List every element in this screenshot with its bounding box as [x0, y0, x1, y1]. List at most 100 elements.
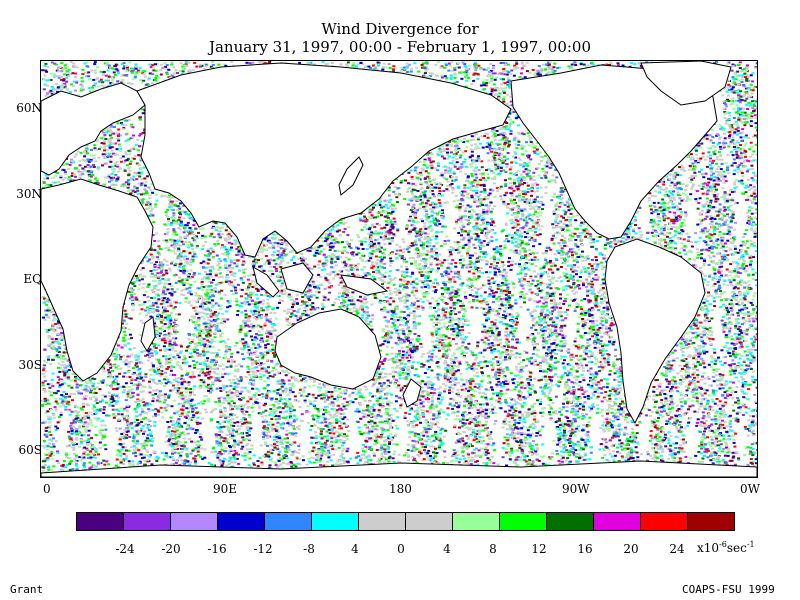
wind-divergence-sample [54, 440, 58, 443]
wind-divergence-sample [57, 76, 61, 79]
wind-divergence-sample [144, 439, 148, 442]
wind-divergence-sample [125, 415, 129, 418]
wind-divergence-sample [103, 463, 107, 466]
wind-divergence-sample [92, 164, 95, 167]
wind-divergence-sample [134, 383, 138, 386]
wind-divergence-sample [75, 437, 78, 440]
wind-divergence-sample [167, 427, 170, 430]
wind-divergence-sample [70, 446, 74, 449]
wind-divergence-sample [138, 419, 142, 422]
wind-divergence-sample [132, 134, 135, 137]
wind-divergence-sample [155, 351, 159, 354]
wind-divergence-sample [164, 239, 168, 242]
wind-divergence-sample [155, 303, 159, 306]
wind-divergence-sample [143, 75, 147, 78]
wind-divergence-sample [86, 404, 90, 407]
wind-divergence-sample [211, 61, 215, 63]
wind-divergence-sample [108, 186, 112, 189]
wind-divergence-sample [42, 388, 46, 391]
wind-divergence-sample [133, 451, 137, 454]
wind-divergence-sample [120, 346, 124, 349]
wind-divergence-sample [132, 146, 136, 149]
wind-divergence-sample [145, 190, 149, 193]
wind-divergence-sample [191, 237, 195, 240]
wind-divergence-sample [57, 70, 61, 73]
wind-divergence-sample [75, 414, 79, 417]
wind-divergence-sample [127, 361, 131, 364]
wind-divergence-sample [107, 463, 111, 466]
wind-divergence-sample [156, 318, 160, 321]
wind-divergence-sample [54, 400, 58, 403]
wind-divergence-sample [126, 355, 130, 358]
wind-divergence-sample [51, 358, 55, 361]
wind-divergence-sample [56, 381, 60, 384]
wind-divergence-sample [141, 397, 145, 400]
wind-divergence-sample [121, 128, 125, 131]
wind-divergence-sample [137, 182, 141, 185]
wind-divergence-sample [95, 140, 99, 143]
wind-divergence-sample [148, 380, 151, 383]
wind-divergence-sample [89, 398, 93, 401]
wind-divergence-sample [125, 185, 129, 188]
wind-divergence-sample [41, 373, 45, 376]
wind-divergence-sample [62, 404, 65, 407]
wind-divergence-sample [122, 463, 125, 465]
wind-divergence-sample [143, 350, 147, 352]
wind-divergence-sample [88, 461, 92, 464]
wind-divergence-sample [141, 267, 145, 270]
wind-divergence-sample [82, 424, 86, 426]
wind-divergence-sample [168, 340, 172, 343]
wind-divergence-sample [78, 174, 82, 177]
wind-divergence-sample [154, 408, 158, 411]
wind-divergence-sample [70, 440, 74, 443]
wind-divergence-sample [55, 460, 59, 462]
wind-divergence-sample [125, 419, 129, 422]
wind-divergence-sample [155, 358, 159, 361]
wind-divergence-sample [162, 355, 166, 358]
wind-divergence-sample [142, 294, 146, 297]
wind-divergence-sample [106, 79, 110, 82]
wind-divergence-sample [163, 286, 167, 289]
wind-divergence-sample [156, 409, 160, 412]
wind-divergence-sample [124, 124, 128, 126]
wind-divergence-sample [129, 67, 133, 70]
wind-divergence-sample [194, 240, 197, 243]
wind-divergence-sample [149, 305, 153, 307]
wind-divergence-sample [101, 81, 105, 84]
wind-divergence-sample [153, 451, 157, 454]
map-plot-area [40, 60, 758, 478]
wind-divergence-sample [101, 399, 105, 402]
wind-divergence-sample [165, 264, 169, 267]
wind-divergence-sample [195, 430, 199, 433]
wind-divergence-sample [174, 69, 178, 72]
wind-divergence-sample [142, 282, 146, 285]
wind-divergence-sample [116, 153, 120, 156]
wind-divergence-sample [46, 356, 50, 359]
wind-divergence-sample [58, 66, 62, 68]
wind-divergence-sample [129, 317, 133, 320]
wind-divergence-sample [155, 199, 159, 202]
wind-divergence-sample [151, 439, 155, 442]
wind-divergence-sample [86, 164, 90, 167]
wind-divergence-sample [61, 355, 65, 358]
wind-divergence-sample [119, 134, 122, 137]
wind-divergence-sample [172, 212, 176, 215]
wind-divergence-sample [161, 66, 165, 69]
wind-divergence-sample [124, 454, 128, 457]
wind-divergence-sample [44, 430, 48, 432]
wind-divergence-sample [169, 339, 172, 342]
wind-divergence-sample [179, 281, 183, 283]
wind-divergence-sample [151, 397, 155, 400]
wind-divergence-sample [43, 402, 47, 404]
wind-divergence-sample [46, 177, 49, 180]
wind-divergence-sample [102, 85, 106, 88]
wind-divergence-sample [90, 413, 94, 416]
wind-divergence-sample [122, 354, 126, 357]
wind-divergence-sample [149, 247, 153, 250]
wind-divergence-sample [89, 396, 92, 399]
wind-divergence-sample [138, 399, 142, 402]
wind-divergence-sample [81, 425, 85, 428]
wind-divergence-sample [78, 426, 82, 429]
wind-divergence-sample [167, 381, 171, 383]
wind-divergence-sample [156, 315, 160, 318]
